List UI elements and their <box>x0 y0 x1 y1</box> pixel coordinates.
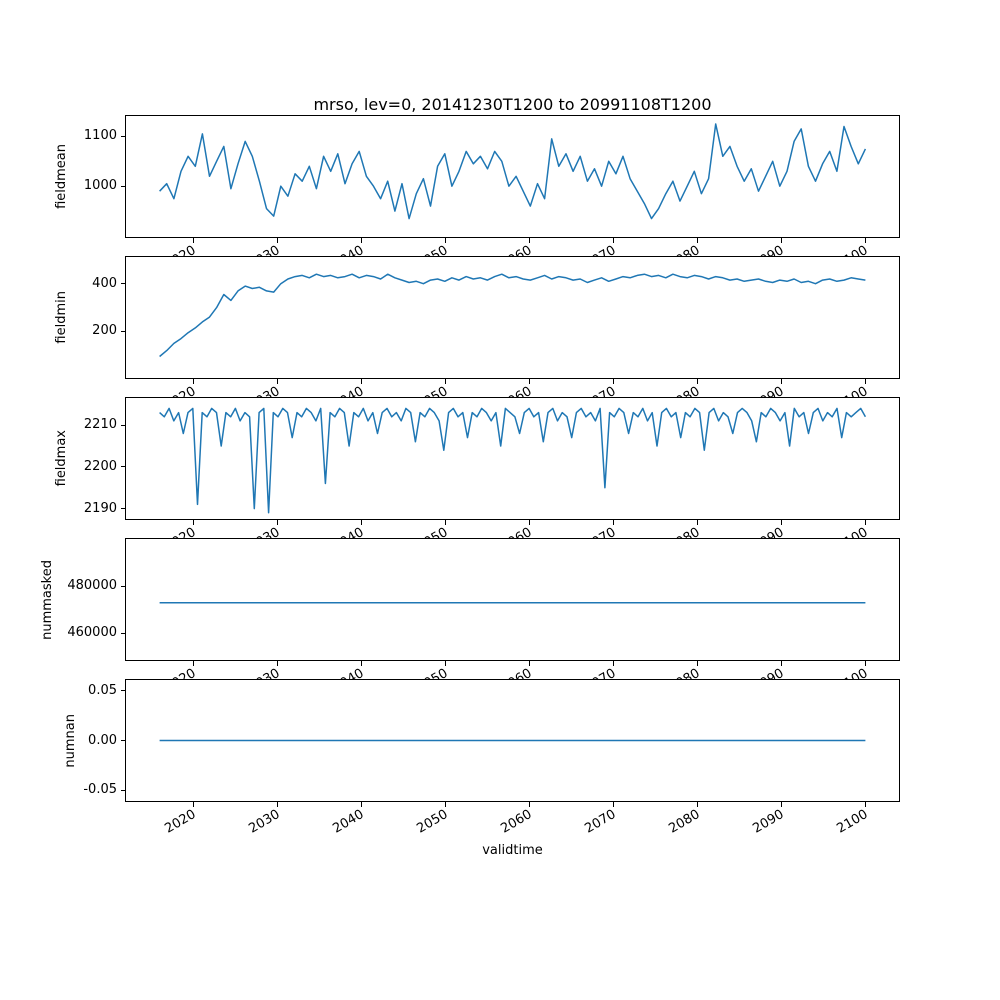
x-tick-label: 2100 <box>834 807 871 837</box>
x-tick <box>780 661 782 666</box>
x-tick <box>360 238 362 243</box>
x-tick <box>612 379 614 384</box>
nummasked-line-plot <box>159 601 866 604</box>
x-tick-label: 2040 <box>330 807 367 837</box>
x-tick <box>444 238 446 243</box>
x-tick-label: 2020 <box>162 807 199 837</box>
y-tick-label: 2200 <box>83 458 117 474</box>
y-tick-label: 1000 <box>83 178 117 194</box>
x-axis-label: validtime <box>482 843 543 858</box>
x-tick <box>864 661 866 666</box>
x-tick <box>780 520 782 525</box>
line-series <box>159 273 866 358</box>
y-tick <box>121 466 126 468</box>
y-tick <box>121 632 126 634</box>
x-tick <box>276 520 278 525</box>
subplot-fieldmean: fieldmean 100011002020203020402050206020… <box>54 115 900 273</box>
subplot-fieldmax: fieldmax 2190220022102020203020402050206… <box>54 397 900 555</box>
y-tick <box>121 690 126 692</box>
subplot-fieldmin: fieldmin 2004002020203020402050206020702… <box>54 256 900 414</box>
y-tick <box>121 740 126 741</box>
x-tick-label: 2080 <box>666 807 703 837</box>
x-tick <box>192 661 194 666</box>
x-tick <box>276 238 278 243</box>
y-tick <box>121 283 126 285</box>
x-tick <box>444 802 446 807</box>
y-tick-label: 200 <box>92 323 117 339</box>
y-tick <box>121 330 126 332</box>
y-tick-label: 1100 <box>83 128 117 144</box>
y-tick-label: 2210 <box>83 417 117 433</box>
y-tick <box>121 185 126 187</box>
x-tick <box>360 379 362 384</box>
x-tick <box>192 520 194 525</box>
x-tick <box>780 802 782 807</box>
x-tick <box>864 802 866 807</box>
x-tick <box>360 661 362 666</box>
x-tick-label: 2050 <box>414 807 451 837</box>
line-series <box>159 123 867 220</box>
y-tick-label: -0.05 <box>83 782 117 798</box>
y-tick-label: 400 <box>92 275 117 291</box>
chart-title: mrso, lev=0, 20141230T1200 to 20991108T1… <box>313 95 712 114</box>
x-tick <box>612 520 614 525</box>
x-tick <box>696 802 698 807</box>
y-tick-label: 2190 <box>83 500 117 516</box>
x-tick <box>864 238 866 243</box>
x-tick <box>444 379 446 384</box>
x-tick-label: 2030 <box>246 807 283 837</box>
x-tick <box>864 520 866 525</box>
x-tick <box>528 661 530 666</box>
fieldmax-line-plot <box>159 407 867 514</box>
x-tick <box>780 238 782 243</box>
x-tick <box>360 520 362 525</box>
y-tick-label: 0.00 <box>88 732 117 748</box>
subplot-numnan: numnan -0.05 0.00 0.05 2020 2030 2040 2050 2060… <box>63 679 900 837</box>
y-tick <box>121 135 126 137</box>
y-tick <box>121 789 126 791</box>
y-tick-label: 0.05 <box>88 682 117 698</box>
x-tick <box>780 379 782 384</box>
x-tick <box>528 802 530 807</box>
x-tick <box>612 802 614 807</box>
line-series <box>159 407 867 514</box>
fieldmin-line-plot <box>159 273 866 358</box>
x-tick <box>528 520 530 525</box>
x-tick <box>360 802 362 807</box>
x-tick-label: 2090 <box>750 807 787 837</box>
x-tick <box>192 379 194 384</box>
subplot-nummasked: nummasked 460000480000202020302040205020… <box>40 538 900 696</box>
x-tick <box>612 238 614 243</box>
x-tick <box>696 661 698 666</box>
y-tick <box>121 508 126 510</box>
x-tick <box>276 802 278 807</box>
y-tick-label: 480000 <box>67 578 117 594</box>
x-tick <box>276 661 278 666</box>
x-tick <box>192 802 194 807</box>
y-axis-label: fieldmean <box>53 144 69 209</box>
y-tick <box>121 585 126 587</box>
x-tick <box>528 238 530 243</box>
x-tick-label: 2070 <box>582 807 619 837</box>
fieldmean-line-plot <box>159 123 867 220</box>
x-tick-label: 2060 <box>498 807 535 837</box>
y-tick <box>121 424 126 426</box>
y-axis-label-container: nummasked <box>39 539 55 660</box>
x-tick <box>528 379 530 384</box>
x-tick <box>612 661 614 666</box>
x-tick <box>696 238 698 243</box>
x-tick <box>444 520 446 525</box>
y-tick-label: 460000 <box>67 625 117 641</box>
x-tick <box>192 238 194 243</box>
x-tick <box>864 379 866 384</box>
x-tick <box>696 520 698 525</box>
x-tick <box>696 379 698 384</box>
numnan-line-plot <box>159 739 866 742</box>
x-tick <box>444 661 446 666</box>
x-tick <box>276 379 278 384</box>
